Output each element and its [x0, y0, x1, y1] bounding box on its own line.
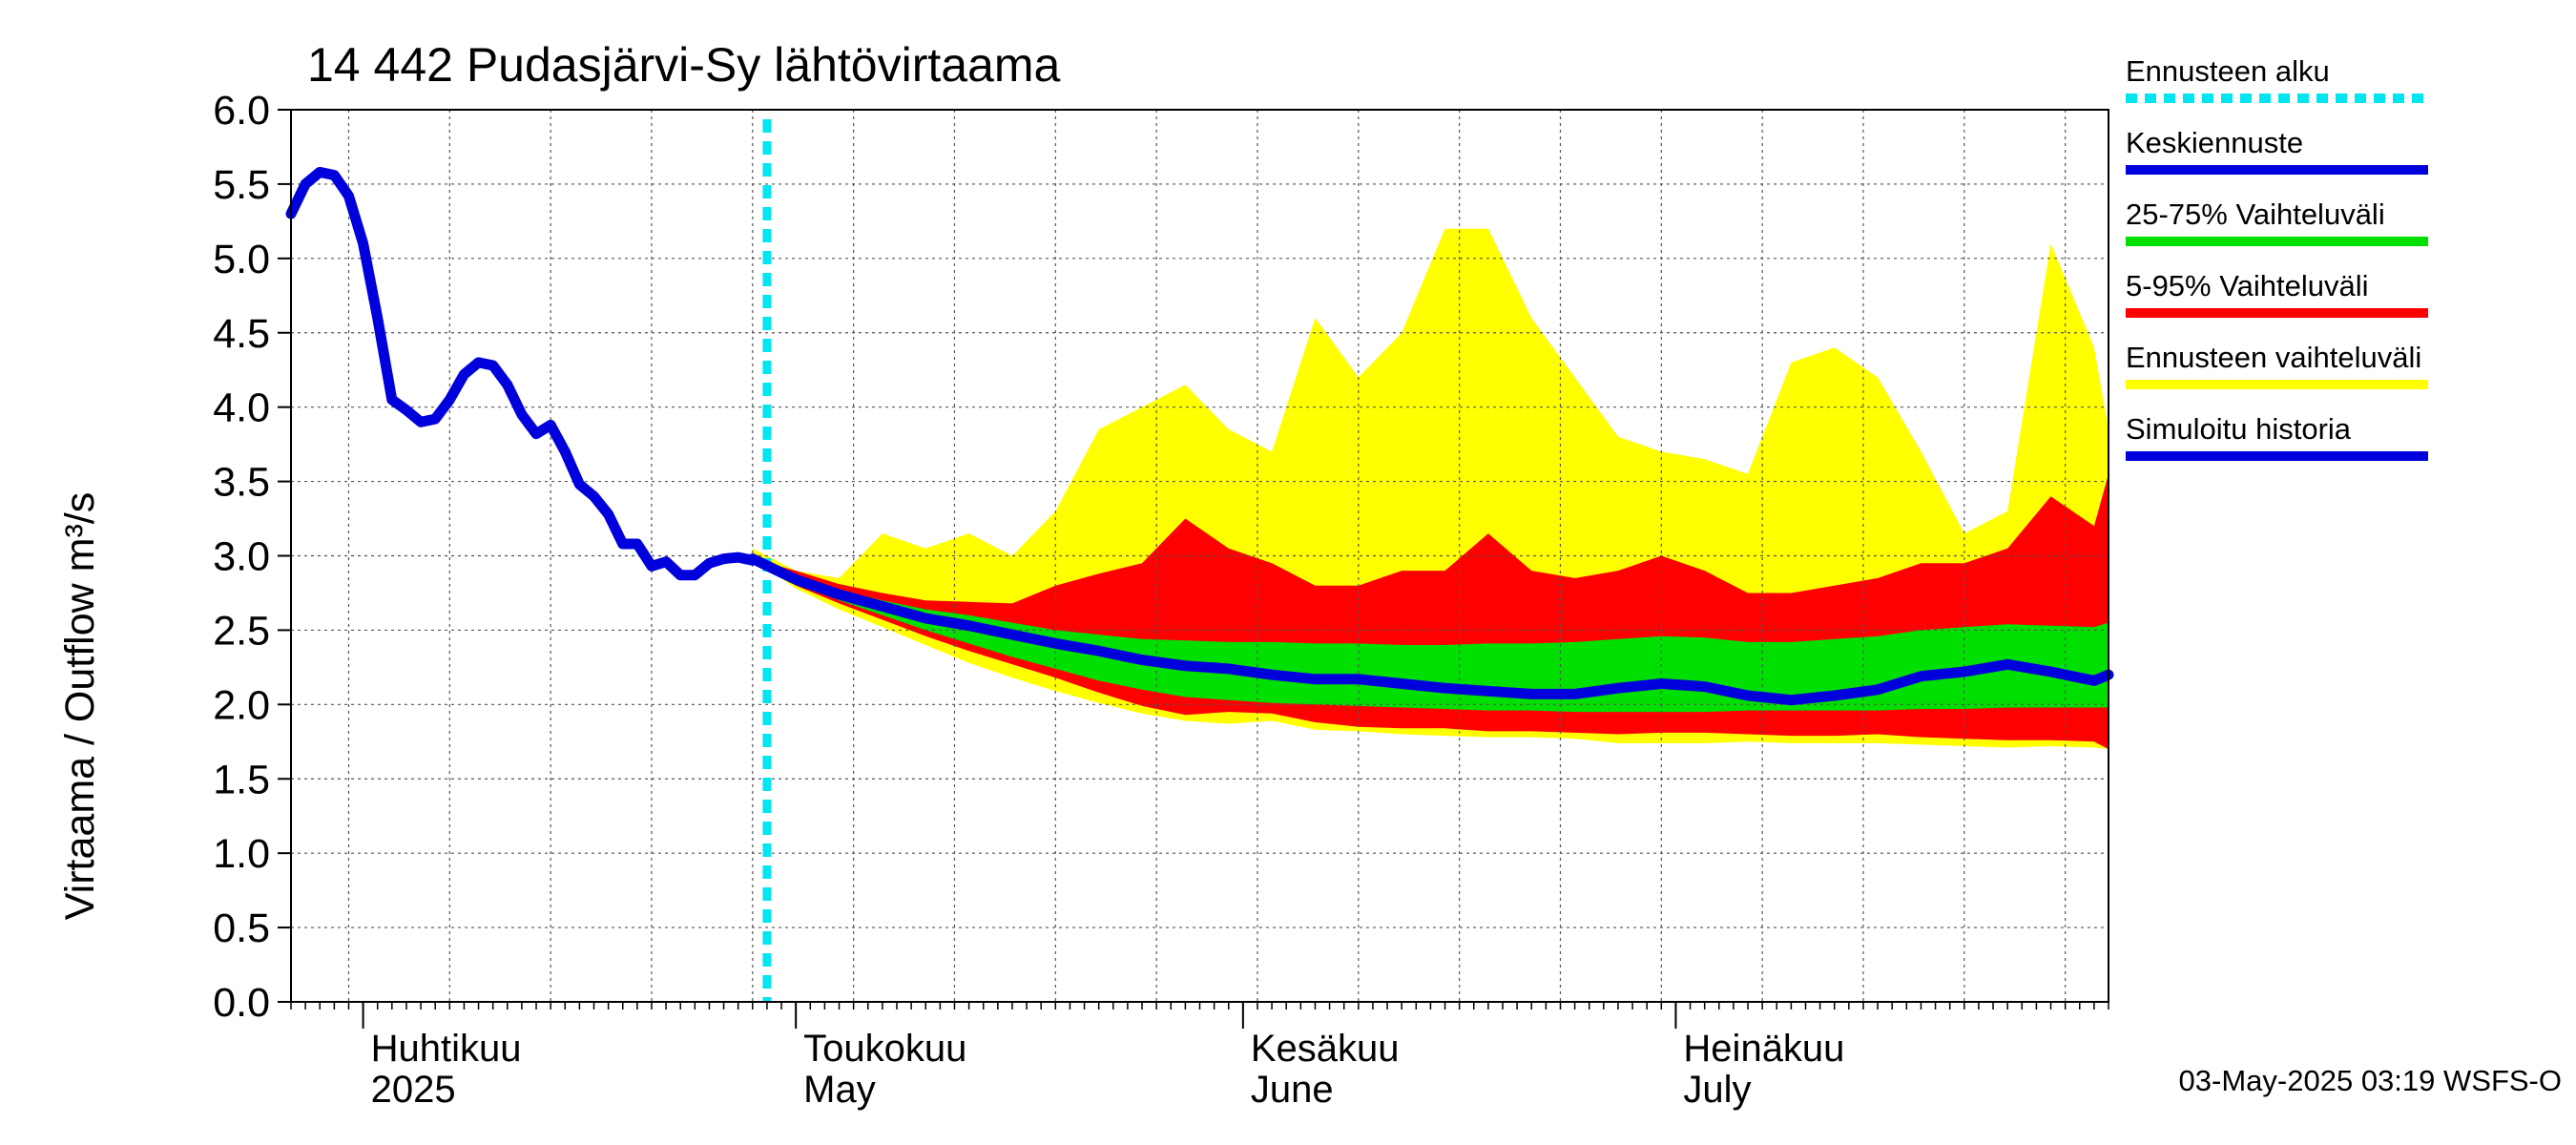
- legend: Ennusteen alku Keskiennuste 25-75% Vaihtel…: [2126, 54, 2428, 461]
- y-tick-label: 2.0: [213, 682, 270, 728]
- y-tick-label: 4.0: [213, 385, 270, 431]
- y-tick-label: 4.5: [213, 311, 270, 357]
- legend-label: Simuloitu historia: [2126, 412, 2352, 446]
- y-tick-label: 1.0: [213, 831, 270, 877]
- y-tick-label: 2.5: [213, 608, 270, 654]
- month-label: Toukokuu: [803, 1028, 966, 1070]
- median-forecast-line: [747, 553, 2114, 706]
- legend-label: 5-95% Vaihteluväli: [2126, 269, 2368, 302]
- y-tick-label: 0.5: [213, 906, 270, 951]
- history-line: [285, 166, 758, 581]
- y-tick-label: 5.5: [213, 162, 270, 208]
- y-tick-label: 6.0: [213, 88, 270, 134]
- legend-label: 25-75% Vaihteluväli: [2126, 198, 2385, 231]
- chart-title: 14 442 Pudasjärvi-Sy lähtövirtaama: [307, 38, 1060, 92]
- y-axis-label: Virtaama / Outflow m³/s: [57, 492, 103, 920]
- y-tick-label: 0.0: [213, 980, 270, 1026]
- legend-label: Ennusteen alku: [2126, 54, 2330, 88]
- month-label: Kesäkuu: [1251, 1028, 1400, 1070]
- month-sublabel: May: [803, 1069, 876, 1111]
- band-25-75: [752, 558, 2109, 713]
- y-tick-label: 3.5: [213, 460, 270, 506]
- month-sublabel: 2025: [371, 1069, 456, 1111]
- month-label: Huhtikuu: [371, 1028, 522, 1070]
- month-sublabel: July: [1683, 1069, 1751, 1111]
- y-tick-label: 5.0: [213, 237, 270, 282]
- month-label: Heinäkuu: [1683, 1028, 1844, 1070]
- y-tick-label: 1.5: [213, 757, 270, 802]
- legend-label: Ennusteen vaihteluväli: [2126, 341, 2421, 374]
- timestamp-footer: 03-May-2025 03:19 WSFS-O: [2179, 1064, 2562, 1097]
- legend-label: Keskiennuste: [2126, 126, 2303, 159]
- y-tick-label: 3.0: [213, 534, 270, 580]
- month-sublabel: June: [1251, 1069, 1334, 1111]
